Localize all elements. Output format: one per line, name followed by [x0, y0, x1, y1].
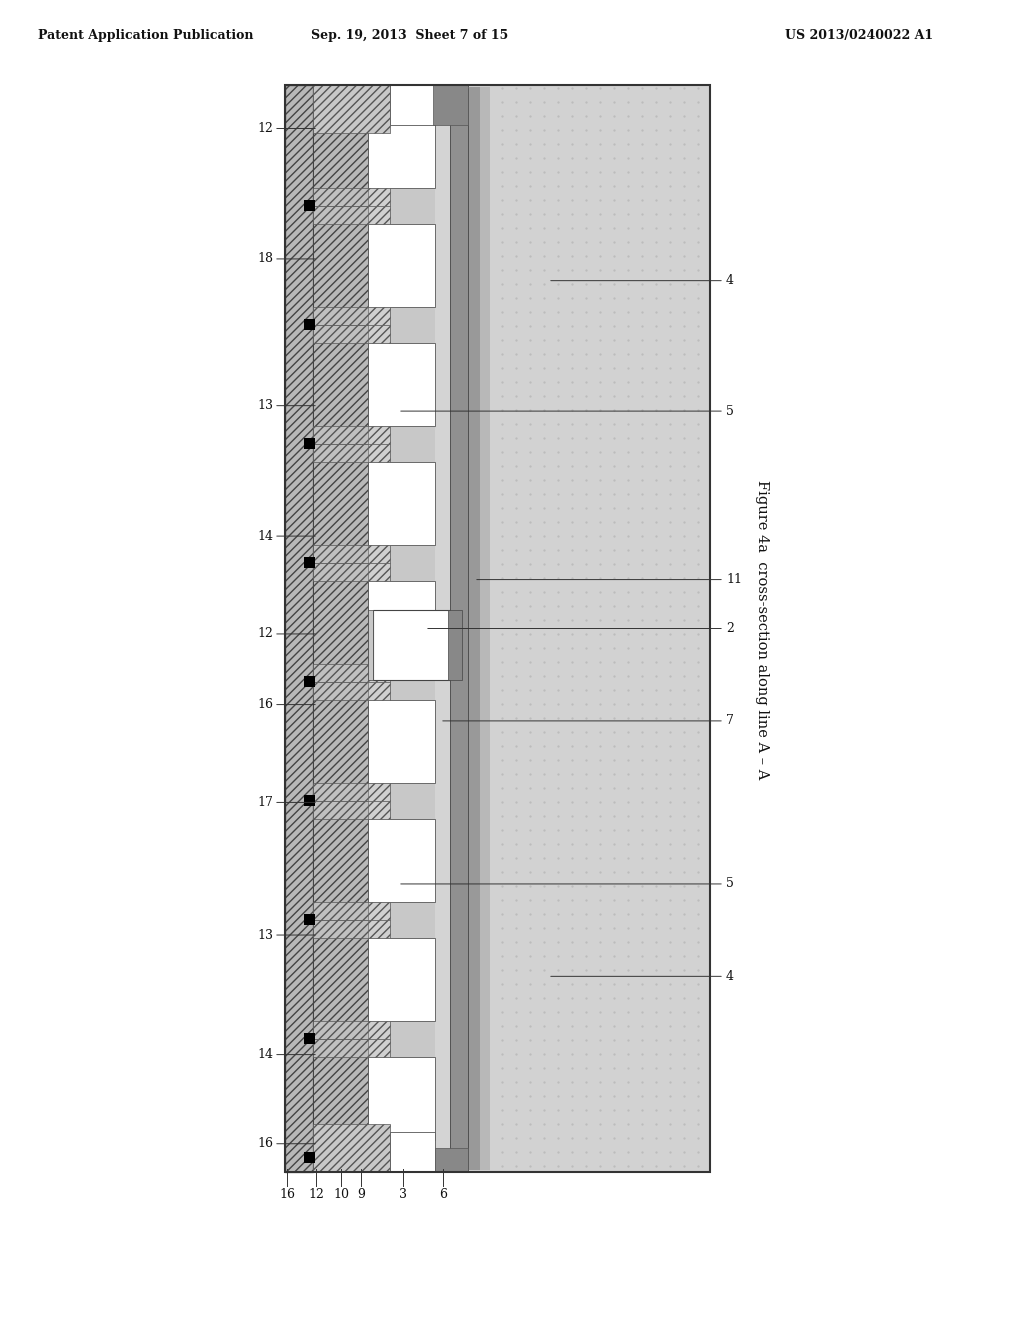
Bar: [368, 700, 435, 783]
Text: 13: 13: [257, 928, 273, 941]
Bar: [313, 325, 390, 343]
Bar: [304, 1152, 315, 1163]
Bar: [313, 84, 390, 133]
Bar: [313, 308, 390, 325]
Text: 16: 16: [257, 698, 273, 711]
Bar: [313, 1125, 390, 1172]
Bar: [313, 88, 368, 1170]
Bar: [313, 801, 390, 818]
Bar: [304, 676, 315, 686]
Bar: [304, 201, 315, 211]
Bar: [368, 818, 435, 902]
Bar: [368, 426, 390, 444]
Bar: [313, 426, 390, 444]
Bar: [368, 1140, 390, 1158]
Text: 13: 13: [257, 399, 273, 412]
Bar: [368, 664, 390, 682]
Text: 18: 18: [257, 252, 273, 265]
Bar: [313, 1020, 390, 1039]
Bar: [304, 319, 315, 330]
Bar: [285, 84, 313, 1172]
Text: 9: 9: [357, 1188, 365, 1201]
Bar: [313, 902, 390, 920]
Bar: [313, 545, 390, 564]
Bar: [304, 438, 315, 449]
Text: 2: 2: [726, 622, 734, 635]
Text: 11: 11: [726, 573, 742, 586]
Bar: [435, 1148, 468, 1172]
Bar: [390, 84, 435, 125]
Bar: [368, 545, 390, 564]
Text: 4: 4: [726, 970, 734, 983]
Bar: [285, 84, 468, 1172]
Bar: [368, 1039, 390, 1057]
Bar: [368, 106, 435, 187]
Bar: [368, 783, 390, 801]
Text: Patent Application Publication: Patent Application Publication: [38, 29, 254, 41]
Text: 5: 5: [726, 405, 734, 417]
Text: 12: 12: [257, 121, 273, 135]
Bar: [313, 920, 390, 939]
Bar: [433, 84, 468, 125]
Text: 5: 5: [726, 878, 734, 891]
Bar: [368, 1057, 435, 1140]
Bar: [304, 795, 315, 807]
Bar: [313, 87, 390, 106]
Bar: [368, 462, 435, 545]
Text: 16: 16: [257, 1138, 273, 1150]
Bar: [373, 610, 450, 680]
Bar: [368, 581, 435, 664]
Bar: [390, 1133, 435, 1172]
Bar: [368, 224, 435, 308]
Bar: [368, 939, 435, 1020]
Text: Sep. 19, 2013  Sheet 7 of 15: Sep. 19, 2013 Sheet 7 of 15: [311, 29, 509, 41]
Bar: [450, 88, 468, 1170]
Text: 14: 14: [257, 529, 273, 543]
Bar: [480, 87, 490, 1170]
Text: 7: 7: [726, 714, 734, 727]
Bar: [313, 1140, 390, 1158]
Bar: [368, 920, 390, 939]
Text: Figure 4a  cross-section along line A – A: Figure 4a cross-section along line A – A: [755, 480, 769, 780]
Bar: [313, 664, 390, 682]
Bar: [368, 343, 435, 426]
Bar: [435, 88, 450, 1170]
Bar: [468, 87, 480, 1170]
Bar: [368, 87, 390, 106]
Text: 14: 14: [257, 1048, 273, 1061]
Text: 16: 16: [279, 1188, 295, 1201]
Bar: [304, 1034, 315, 1044]
Bar: [313, 206, 390, 224]
Bar: [368, 206, 390, 224]
Bar: [313, 444, 390, 462]
Bar: [285, 84, 710, 1172]
Text: 17: 17: [257, 796, 273, 809]
Text: 12: 12: [257, 627, 273, 640]
Bar: [313, 783, 390, 801]
Text: 6: 6: [439, 1188, 447, 1201]
Bar: [449, 610, 462, 680]
Bar: [368, 325, 390, 343]
Bar: [304, 913, 315, 925]
Text: 12: 12: [308, 1188, 324, 1201]
Bar: [368, 187, 390, 206]
Bar: [368, 682, 390, 700]
Bar: [368, 902, 390, 920]
Bar: [368, 308, 390, 325]
Bar: [313, 1039, 390, 1057]
Text: US 2013/0240022 A1: US 2013/0240022 A1: [785, 29, 933, 41]
Text: 10: 10: [333, 1188, 349, 1201]
Bar: [368, 564, 390, 581]
Bar: [468, 84, 710, 1172]
Bar: [368, 1020, 390, 1039]
Text: 3: 3: [399, 1188, 407, 1201]
Text: 4: 4: [726, 275, 734, 288]
Bar: [368, 801, 390, 818]
Bar: [368, 610, 373, 680]
Bar: [304, 557, 315, 568]
Bar: [368, 444, 390, 462]
Bar: [313, 187, 390, 206]
Bar: [313, 564, 390, 581]
Bar: [313, 682, 390, 700]
